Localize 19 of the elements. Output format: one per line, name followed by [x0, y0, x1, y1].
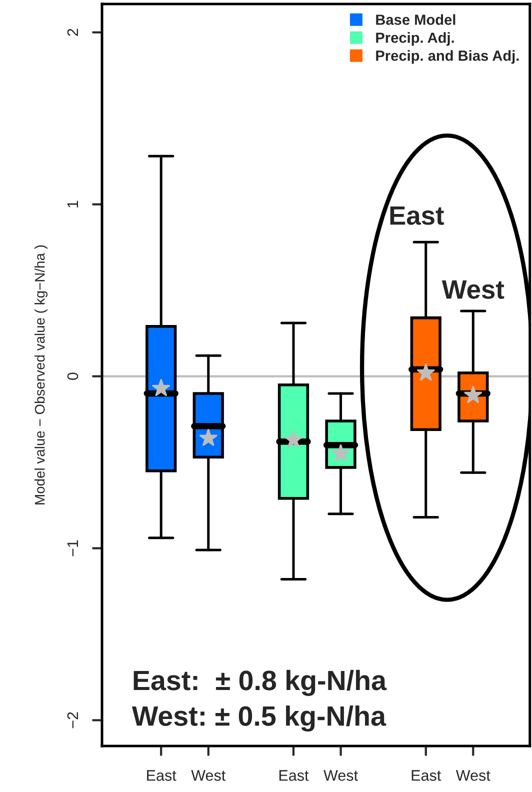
legend-label: Precip. and Bias Adj. — [376, 50, 519, 64]
x-tick-label: East — [147, 770, 176, 781]
x-tick-label: West — [324, 770, 358, 781]
legend-label: Precip. Adj. — [376, 32, 454, 46]
annotation: East: ± 0.8 kg-N/ha — [134, 670, 387, 696]
y-tick-label: −2 — [67, 712, 78, 728]
annotation: East — [390, 206, 444, 225]
y-axis-title: Model value − Observed value ( kg−N/ha ) — [34, 245, 48, 504]
annotation: West — [442, 280, 504, 299]
y-tick-label: −1 — [67, 540, 78, 556]
y-tick-label: 0 — [67, 372, 78, 380]
x-tick-label: West — [456, 770, 490, 781]
annotation: West: ± 0.5 kg-N/ha — [132, 706, 386, 732]
y-tick-label: 2 — [67, 28, 78, 36]
legend-label: Base Model — [376, 14, 456, 25]
x-tick-label: East — [412, 770, 442, 781]
y-tick-label: 1 — [67, 200, 78, 208]
x-tick-label: East — [279, 770, 309, 781]
x-tick-label: West — [191, 770, 226, 781]
